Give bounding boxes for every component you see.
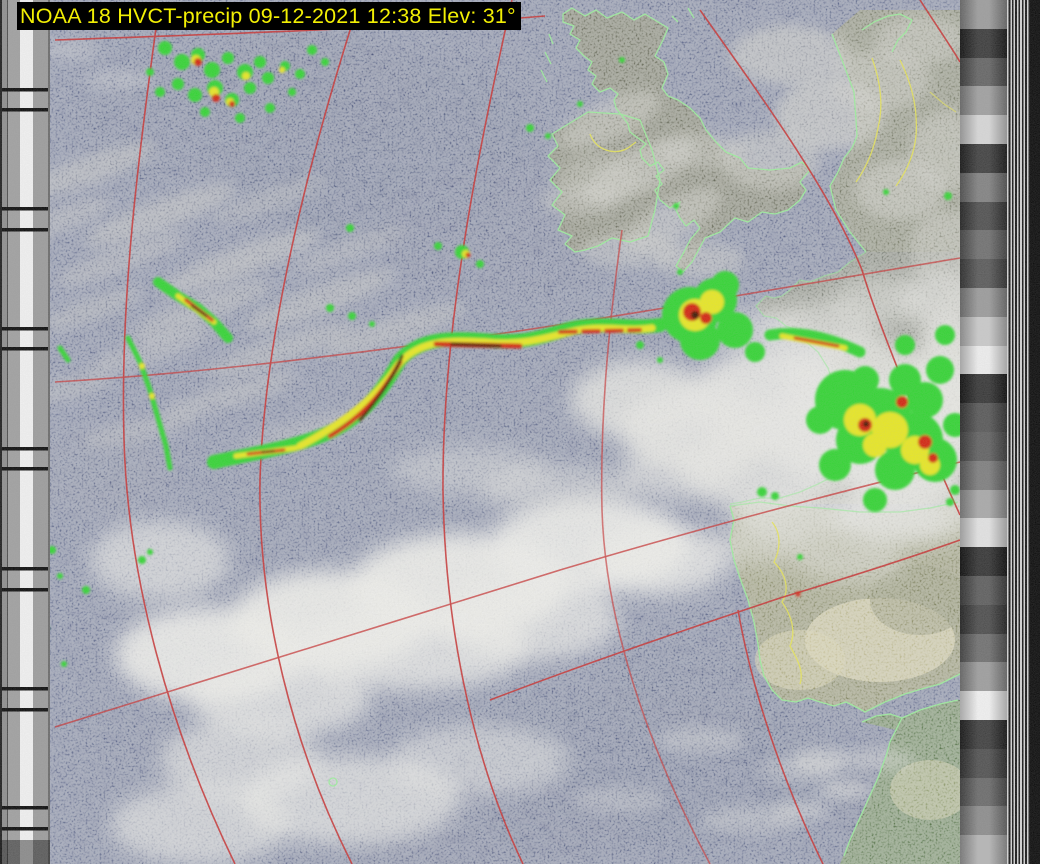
wedge-center-stripe: [960, 0, 1007, 864]
precipitation-layer: [50, 41, 960, 667]
ocean-layer: [50, 0, 960, 864]
sync-train-stripes: [1007, 0, 1030, 864]
graticule-layer: [54, 0, 960, 864]
right-telemetry-wedges: [960, 0, 1007, 864]
coastline-layer: [328, 7, 960, 857]
right-black-edge: [1030, 0, 1040, 864]
cloud-layer: [50, 0, 960, 864]
title-text: NOAA 18 HVCT-precip 09-12-2021 12:38 Ele…: [20, 4, 516, 28]
left-telemetry-bar: [0, 0, 50, 864]
cloud-speckle-noise: [50, 0, 960, 864]
country-border-layer: [589, 57, 957, 685]
image-title-overlay: NOAA 18 HVCT-precip 09-12-2021 12:38 Ele…: [17, 2, 521, 30]
land-layer: [548, 8, 960, 864]
